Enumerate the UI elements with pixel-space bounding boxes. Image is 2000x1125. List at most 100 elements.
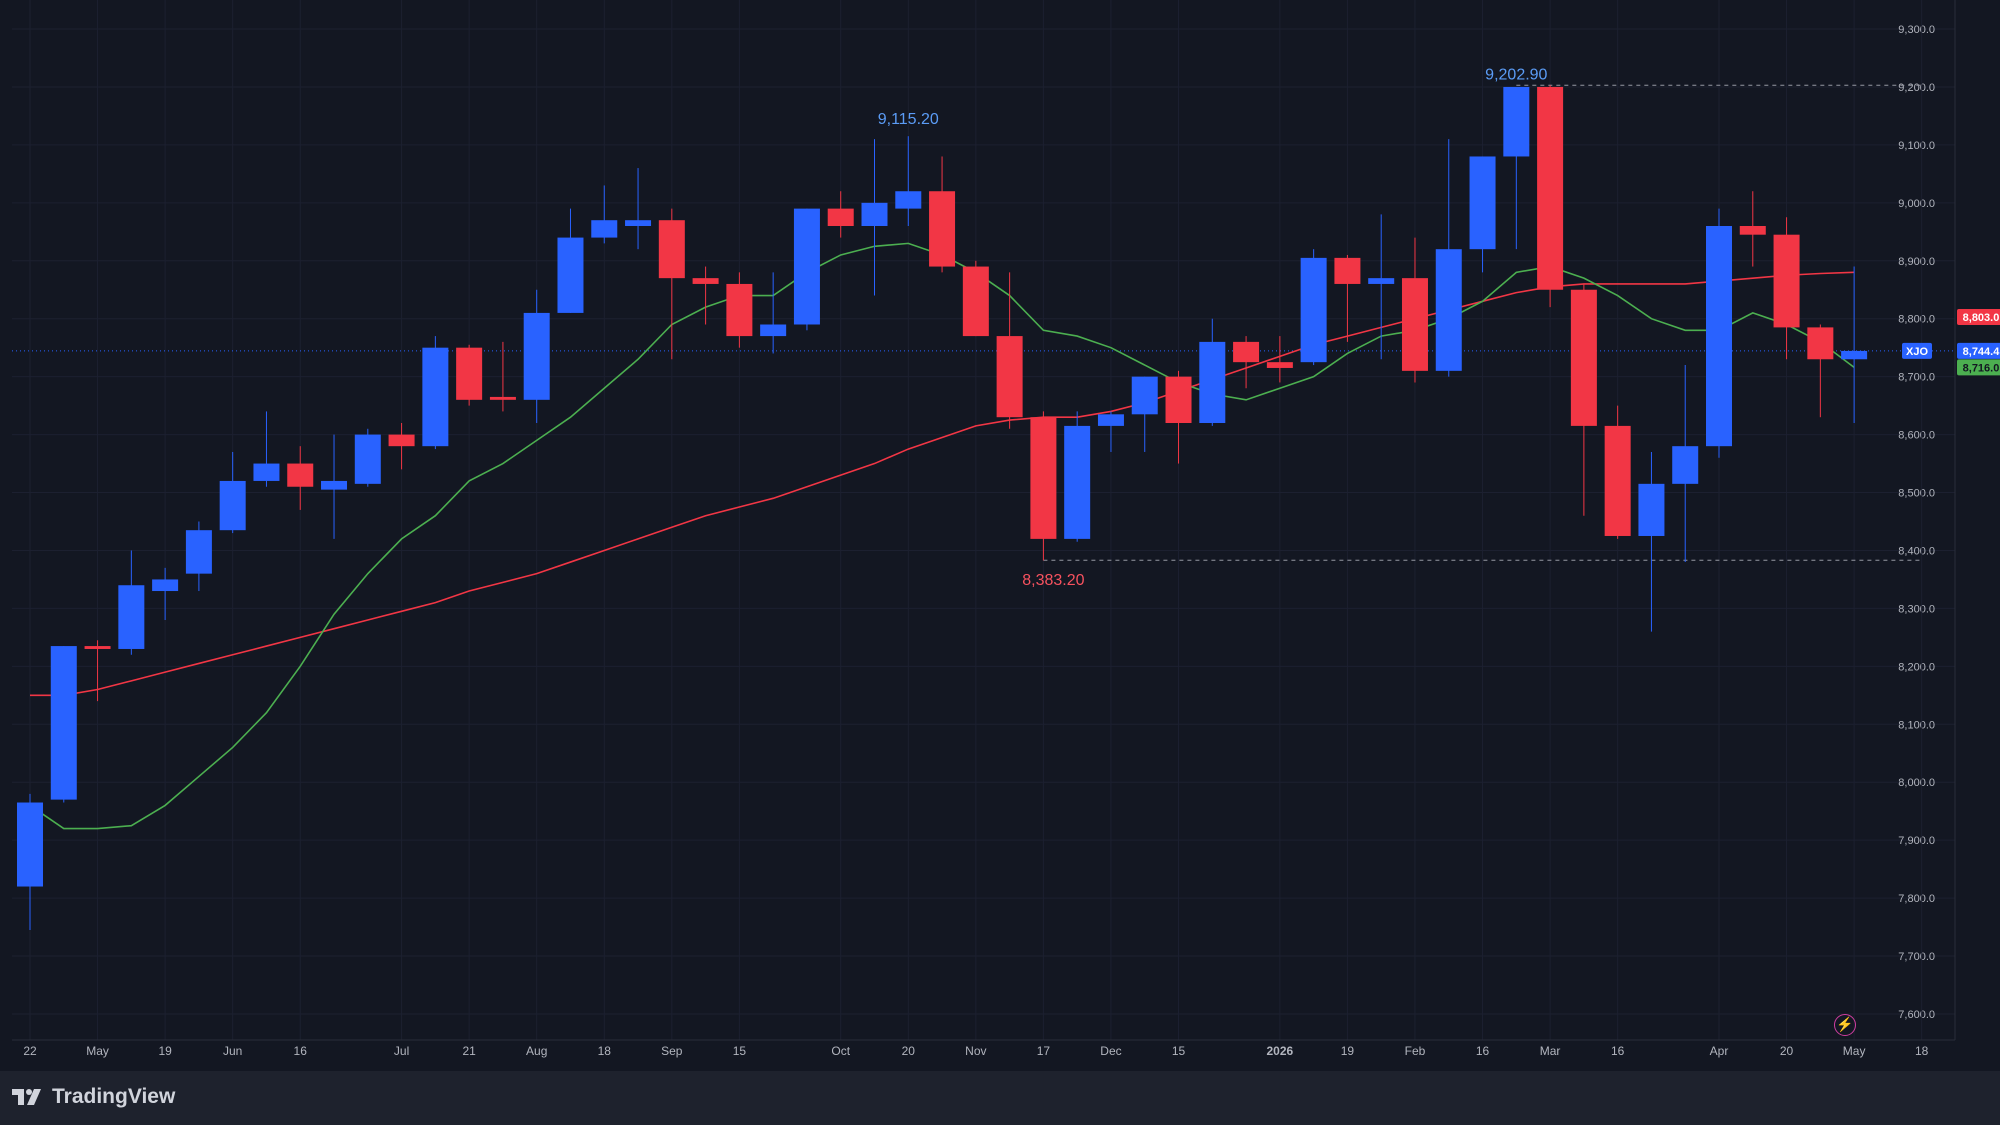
candle-body (253, 463, 280, 481)
x-tick-label: Feb (1405, 1044, 1426, 1058)
candle-body (523, 312, 550, 400)
candle-body (557, 237, 584, 313)
candle-body (84, 646, 111, 649)
y-tick-label: 7,600.0 (1898, 1009, 1935, 1021)
x-tick-label: 15 (733, 1044, 747, 1058)
y-tick-label: 8,300.0 (1898, 603, 1935, 615)
low-annotation: 8,383.20 (1022, 572, 1084, 589)
plot-background (12, 0, 1955, 1040)
last-price-tag-bg (1957, 342, 2000, 359)
x-tick-label: Aug (526, 1044, 547, 1058)
x-tick-label: Jun (223, 1044, 242, 1058)
candle-body (895, 191, 922, 209)
candle-body (625, 220, 652, 226)
fast-ma-price-tag: 8,716.0 (1963, 362, 2000, 374)
tradingview-logo[interactable]: TradingView (12, 1082, 175, 1112)
x-tick-label: May (86, 1044, 109, 1058)
y-tick-label: 7,800.0 (1898, 893, 1935, 905)
x-tick-label: 17 (1037, 1044, 1051, 1058)
candle-body (1638, 483, 1665, 536)
y-tick-label: 9,200.0 (1898, 82, 1935, 94)
y-tick-label: 9,300.0 (1898, 24, 1935, 36)
candle-body (1401, 278, 1428, 371)
candle-body (760, 324, 787, 337)
candle-body (929, 191, 956, 267)
candle-body (185, 530, 212, 574)
candle-body (118, 585, 145, 649)
y-tick-label: 8,200.0 (1898, 661, 1935, 673)
candle-body (1604, 425, 1631, 536)
x-tick-label: 19 (1341, 1044, 1355, 1058)
candle-body (1435, 249, 1462, 371)
x-tick-label: 16 (294, 1044, 308, 1058)
candle-body (1030, 417, 1057, 539)
candle-body (1706, 226, 1732, 447)
tradingview-logo-icon (12, 1089, 41, 1105)
x-tick-label: 16 (1476, 1044, 1490, 1058)
candle-body (1097, 414, 1124, 426)
candle-body (219, 480, 246, 531)
peak-annotation: 9,202.90 (1485, 66, 1547, 83)
candle-body (861, 202, 888, 226)
candle-body (1233, 341, 1260, 363)
footer-bar (0, 1071, 2000, 1125)
candle-body (1165, 376, 1192, 423)
candle-body (591, 220, 618, 238)
slow-ma-price-tag: 8,803.0 (1963, 312, 2000, 324)
brand-name: TradingView (52, 1085, 176, 1108)
candle-body (962, 266, 989, 337)
y-tick-label: 8,400.0 (1898, 545, 1935, 557)
y-tick-label: 7,900.0 (1898, 835, 1935, 847)
candle-body (1807, 327, 1834, 360)
candle-body (1537, 86, 1564, 290)
slow-ma-price-tag-bg (1957, 308, 2000, 325)
x-tick-label: May (1843, 1044, 1866, 1058)
y-tick-label: 8,800.0 (1898, 314, 1935, 326)
x-tick-label: 16 (1611, 1044, 1625, 1058)
candle-body (50, 646, 77, 800)
y-tick-label: 8,600.0 (1898, 430, 1935, 442)
y-tick-label: 8,100.0 (1898, 719, 1935, 731)
x-tick-label: 15 (1172, 1044, 1186, 1058)
candle-body (827, 208, 854, 226)
x-tick-label: 18 (598, 1044, 612, 1058)
x-tick-label: 20 (902, 1044, 916, 1058)
symbol-tag-bg (1902, 342, 1932, 359)
candle-body (1672, 446, 1699, 484)
x-tick-label: 20 (1780, 1044, 1794, 1058)
y-tick-label: 9,100.0 (1898, 140, 1935, 152)
candle-body (1266, 362, 1293, 368)
candle-body (1503, 86, 1530, 157)
x-tick-label: 19 (158, 1044, 172, 1058)
y-tick-label: 8,900.0 (1898, 256, 1935, 268)
x-tick-label: Apr (1710, 1044, 1729, 1058)
x-tick-label: Nov (965, 1044, 986, 1058)
candle-body (388, 434, 415, 447)
candle-body (1773, 234, 1800, 328)
candle-body (17, 802, 43, 887)
candle-body (726, 283, 753, 337)
y-tick-label: 8,500.0 (1898, 488, 1935, 500)
candle-body (489, 396, 516, 400)
symbol-tag: XJO (1906, 346, 1928, 358)
candle-body (287, 463, 314, 487)
x-tick-label: Oct (831, 1044, 850, 1058)
x-tick-label: Sep (661, 1044, 683, 1058)
price-chart[interactable]: 9,300.0 9,200.0 9,100.0 9,000.0 8,900.0 8,800… (0, 0, 2000, 1071)
candle-body (1334, 257, 1361, 284)
y-tick-label: 9,000.0 (1898, 198, 1935, 210)
candle-body (1570, 289, 1597, 426)
fast-ma-price-tag-bg (1957, 359, 2000, 376)
y-tick-label: 8,000.0 (1898, 777, 1935, 789)
x-tick-label: 2026 (1267, 1044, 1294, 1058)
lightning-icon[interactable]: ⚡ (1834, 1014, 1856, 1036)
candle-body (152, 579, 179, 592)
x-tick-label: 21 (462, 1044, 476, 1058)
y-tick-label: 8,700.0 (1898, 372, 1935, 384)
candle-body (1368, 278, 1395, 284)
x-tick-label: Dec (1100, 1044, 1121, 1058)
candle-body (1064, 425, 1091, 539)
candle-body (456, 347, 483, 400)
candle-body (658, 220, 685, 279)
